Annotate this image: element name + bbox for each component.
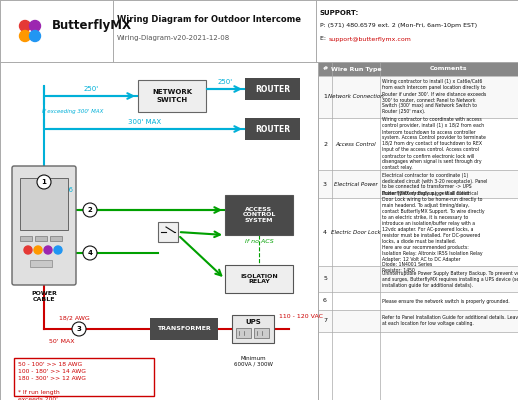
Bar	[232, 315, 274, 343]
Circle shape	[83, 246, 97, 260]
Bar	[20, 178, 68, 230]
Text: 50 - 100' >> 18 AWG
100 - 180' >> 14 AWG
180 - 300' >> 12 AWG

* If run length
e: 50 - 100' >> 18 AWG 100 - 180' >> 14 AWG…	[18, 362, 86, 400]
Text: 250': 250'	[83, 86, 98, 92]
Text: TRANSFORMER: TRANSFORMER	[157, 326, 211, 332]
Text: 6: 6	[323, 298, 327, 304]
Text: 3: 3	[323, 182, 327, 186]
Text: Electrical contractor to coordinate (1)
dedicated circuit (with 3-20 receptacle): Electrical contractor to coordinate (1) …	[382, 172, 487, 196]
Text: 300' MAX: 300' MAX	[128, 119, 161, 125]
FancyBboxPatch shape	[12, 166, 76, 285]
Text: 18/2 AWG: 18/2 AWG	[59, 316, 90, 321]
Text: Minimum
600VA / 300W: Minimum 600VA / 300W	[234, 356, 272, 367]
Circle shape	[83, 203, 97, 217]
Text: If no ACS: If no ACS	[244, 239, 274, 244]
Bar	[35, 236, 47, 241]
Text: ROUTER: ROUTER	[255, 124, 290, 134]
Text: 250': 250'	[218, 79, 233, 85]
Bar	[150, 318, 218, 340]
Bar	[158, 222, 178, 242]
Bar	[50, 236, 62, 241]
Text: Wiring Diagram for Outdoor Intercome: Wiring Diagram for Outdoor Intercome	[117, 14, 301, 24]
Circle shape	[30, 20, 40, 32]
Text: 4: 4	[323, 230, 327, 234]
Text: 3: 3	[77, 326, 81, 332]
Circle shape	[30, 30, 40, 42]
Circle shape	[34, 246, 42, 254]
Bar	[318, 62, 518, 76]
Bar	[225, 265, 293, 293]
Text: SUPPORT:: SUPPORT:	[320, 10, 359, 16]
Text: 110 - 120 VAC: 110 - 120 VAC	[279, 314, 323, 319]
Circle shape	[72, 322, 86, 336]
Bar	[318, 266, 518, 292]
Text: UPS: UPS	[245, 319, 261, 325]
Text: Please ensure the network switch is properly grounded.: Please ensure the network switch is prop…	[382, 298, 510, 304]
Text: 50' MAX: 50' MAX	[49, 339, 75, 344]
Text: ACCESS
CONTROL
SYSTEM: ACCESS CONTROL SYSTEM	[242, 207, 276, 223]
Bar	[30, 260, 52, 267]
Bar	[138, 80, 206, 112]
Text: Electrical Power: Electrical Power	[334, 182, 378, 186]
Text: ROUTER: ROUTER	[255, 84, 290, 94]
Text: Access Control: Access Control	[336, 142, 376, 146]
Bar	[225, 195, 293, 235]
Text: 1: 1	[323, 94, 327, 100]
Text: Wiring-Diagram-v20-2021-12-08: Wiring-Diagram-v20-2021-12-08	[117, 35, 230, 41]
Text: Refer to Panel Installation Guide for additional details. Leave 6' service loop
: Refer to Panel Installation Guide for ad…	[382, 316, 518, 326]
Bar	[254, 328, 269, 338]
Text: Wire Run Type: Wire Run Type	[330, 66, 381, 72]
Circle shape	[20, 30, 31, 42]
Circle shape	[54, 246, 62, 254]
Bar	[318, 76, 518, 118]
Bar	[236, 328, 251, 338]
Text: 2: 2	[323, 142, 327, 146]
Circle shape	[44, 246, 52, 254]
Circle shape	[24, 246, 32, 254]
Text: NETWORK
SWITCH: NETWORK SWITCH	[152, 90, 192, 102]
Bar	[318, 310, 518, 332]
Bar	[20, 236, 32, 241]
Text: If exceeding 300' MAX: If exceeding 300' MAX	[42, 110, 104, 114]
Text: support@butterflymx.com: support@butterflymx.com	[329, 36, 412, 42]
Text: Comments: Comments	[430, 66, 468, 72]
Text: 2: 2	[88, 207, 92, 213]
Text: 5: 5	[323, 276, 327, 282]
Text: 7: 7	[323, 318, 327, 324]
Text: Electric Door Lock: Electric Door Lock	[331, 230, 381, 234]
Text: Wiring contractor to install (1) x Cat6e/Cat6
from each Intercom panel location : Wiring contractor to install (1) x Cat6e…	[382, 80, 486, 114]
Text: ISOLATION
RELAY: ISOLATION RELAY	[240, 274, 278, 284]
Bar	[245, 118, 300, 140]
Circle shape	[20, 20, 31, 32]
Bar	[245, 78, 300, 100]
Text: E:: E:	[320, 36, 328, 42]
Text: Network Connection: Network Connection	[328, 94, 384, 100]
Text: POWER
CABLE: POWER CABLE	[31, 291, 57, 302]
Text: 1: 1	[41, 179, 47, 185]
Text: CAT 6: CAT 6	[53, 187, 73, 193]
Bar	[318, 170, 518, 198]
Text: P: (571) 480.6579 ext. 2 (Mon-Fri, 6am-10pm EST): P: (571) 480.6579 ext. 2 (Mon-Fri, 6am-1…	[320, 24, 477, 28]
Circle shape	[37, 175, 51, 189]
Bar	[14, 358, 154, 396]
Text: #: #	[322, 66, 327, 72]
Text: Uninterruptible Power Supply Battery Backup. To prevent voltage drops
and surges: Uninterruptible Power Supply Battery Bac…	[382, 270, 518, 288]
Text: 4: 4	[88, 250, 93, 256]
Text: Wiring contractor to coordinate with access
control provider, install (1) x 18/2: Wiring contractor to coordinate with acc…	[382, 118, 486, 170]
Text: ButterflyMX: ButterflyMX	[52, 20, 132, 32]
Text: ButterflyMX strongly suggest all Electrical
Door Lock wiring to be home-run dire: ButterflyMX strongly suggest all Electri…	[382, 190, 485, 274]
